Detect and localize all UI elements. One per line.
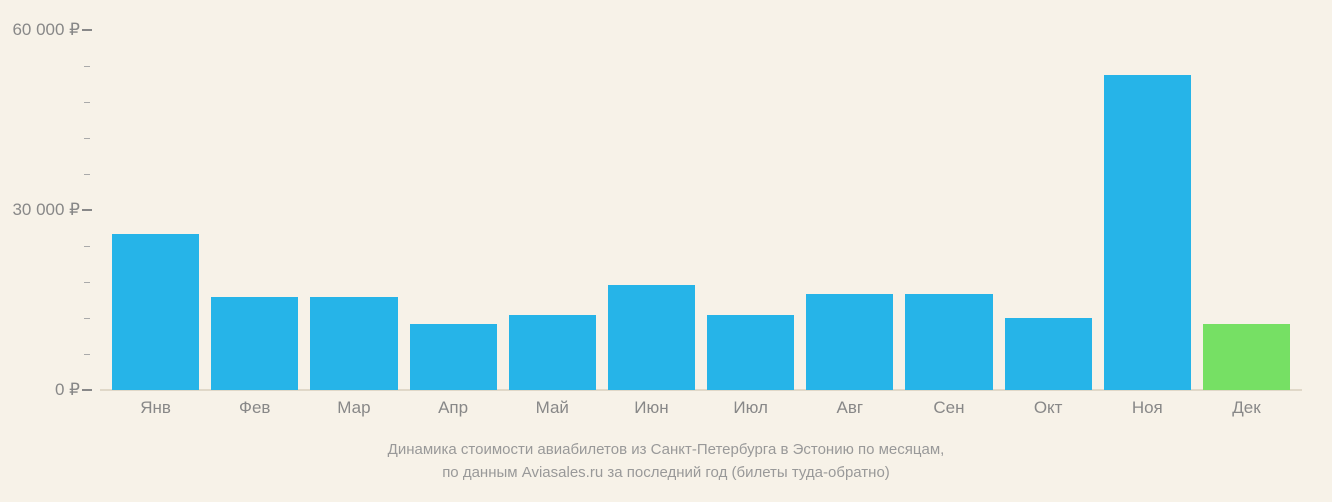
bar [410,324,497,390]
bar [1203,324,1290,390]
y-axis-minor-tick [84,174,90,175]
x-axis-label: Июн [608,398,695,418]
y-axis-label: 0 ₽ [55,380,80,400]
x-axis-label: Окт [1005,398,1092,418]
y-axis: 0 ₽30 000 ₽60 000 ₽ [0,30,100,390]
bars-group [100,30,1302,390]
y-axis-minor-tick [84,102,90,103]
bar [905,294,992,390]
bar [509,315,596,390]
x-axis-label: Фев [211,398,298,418]
caption-line-1: Динамика стоимости авиабилетов из Санкт-… [0,439,1332,462]
y-axis-tick [82,389,92,391]
bar [112,234,199,390]
y-axis-label: 60 000 ₽ [12,20,80,40]
chart-container: 0 ₽30 000 ₽60 000 ₽ ЯнвФевМарАпрМайИюнИю… [0,0,1332,502]
plot-area [100,30,1302,390]
x-axis-label: Ноя [1104,398,1191,418]
y-axis-minor-tick [84,66,90,67]
y-axis-minor-tick [84,282,90,283]
bar [1104,75,1191,390]
y-axis-tick [82,29,92,31]
chart-caption: Динамика стоимости авиабилетов из Санкт-… [0,439,1332,484]
bar [211,297,298,390]
y-axis-minor-tick [84,318,90,319]
x-axis-label: Апр [410,398,497,418]
y-axis-minor-tick [84,246,90,247]
x-axis-label: Июл [707,398,794,418]
y-axis-minor-tick [84,138,90,139]
y-axis-tick [82,209,92,211]
bar [1005,318,1092,390]
bar [310,297,397,390]
x-axis-label: Мар [310,398,397,418]
bar [608,285,695,390]
x-axis-label: Янв [112,398,199,418]
x-axis-label: Сен [905,398,992,418]
y-axis-label: 30 000 ₽ [12,200,80,220]
y-axis-minor-tick [84,354,90,355]
x-axis-labels: Янв Фев Мар Апр Май Июн Июл Авг Сен Окт Ноя Дек [100,398,1302,418]
bar [707,315,794,390]
bar [806,294,893,390]
x-axis-label: Авг [806,398,893,418]
x-axis-label: Дек [1203,398,1290,418]
x-axis-label: Май [509,398,596,418]
caption-line-2: по данным Aviasales.ru за последний год … [0,462,1332,485]
